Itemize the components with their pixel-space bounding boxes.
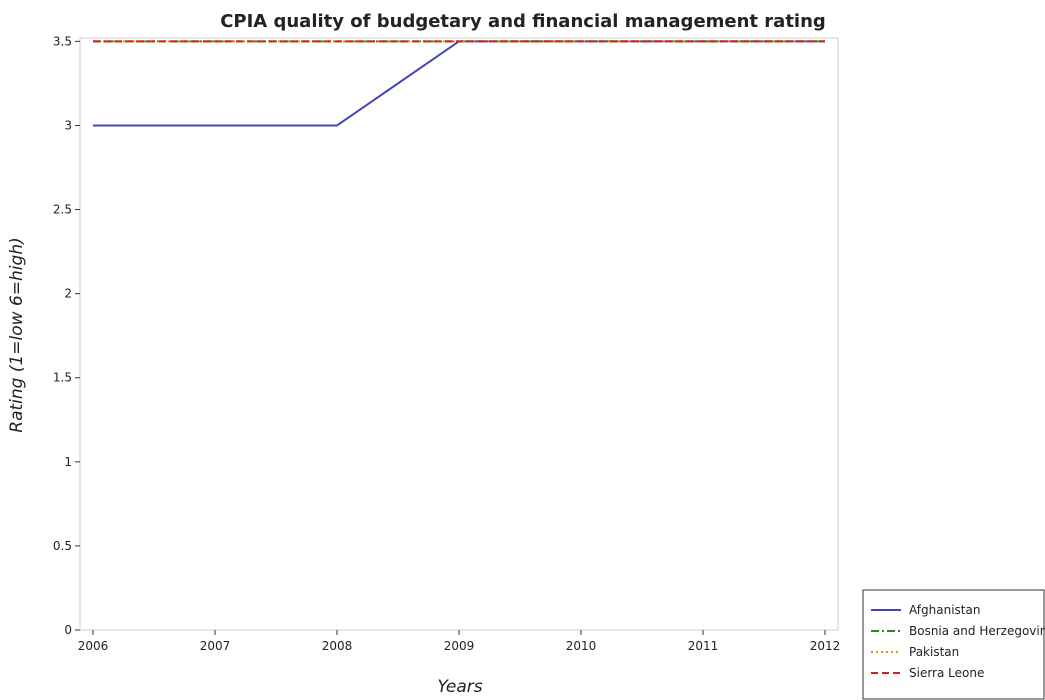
y-axis: 0 0.5 1 1.5 2 2.5 3 3.5 (53, 34, 80, 637)
series-line-afghanistan (93, 40, 825, 127)
y-axis-label: Rating (1=low 6=high) (7, 237, 27, 432)
y-tick-label: 3.5 (53, 34, 72, 48)
x-tick-label: 2011 (688, 639, 719, 653)
legend-entry: Bosnia and Herzegovina (909, 624, 1045, 638)
x-tick-label: 2012 (810, 639, 841, 653)
x-axis: 2006 2007 2008 2009 2010 2011 2012 (78, 630, 841, 653)
x-tick-label: 2010 (566, 639, 597, 653)
chart-title: CPIA quality of budgetary and financial … (220, 11, 826, 32)
y-tick-label: 0 (64, 623, 72, 637)
legend: Afghanistan Bosnia and Herzegovina Pakista… (862, 589, 1045, 700)
y-tick-label: 3 (64, 118, 72, 132)
y-tick-label: 2 (64, 287, 72, 301)
y-tick-label: 2.5 (53, 203, 72, 217)
plot-frame (79, 37, 839, 631)
x-tick-label: 2007 (200, 639, 231, 653)
x-tick-label: 2008 (322, 639, 353, 653)
legend-entry: Pakistan (909, 645, 959, 659)
legend-entry: Afghanistan (909, 603, 980, 617)
series-lines (93, 40, 825, 127)
legend-entry: Sierra Leone (909, 666, 984, 680)
y-tick-label: 1 (64, 455, 72, 469)
y-tick-label: 1.5 (53, 371, 72, 385)
x-tick-label: 2006 (78, 639, 109, 653)
x-axis-label: Years (437, 677, 482, 697)
x-tick-label: 2009 (444, 639, 475, 653)
legend-box (862, 589, 1045, 700)
y-tick-label: 0.5 (53, 539, 72, 553)
plot-area (79, 37, 839, 631)
